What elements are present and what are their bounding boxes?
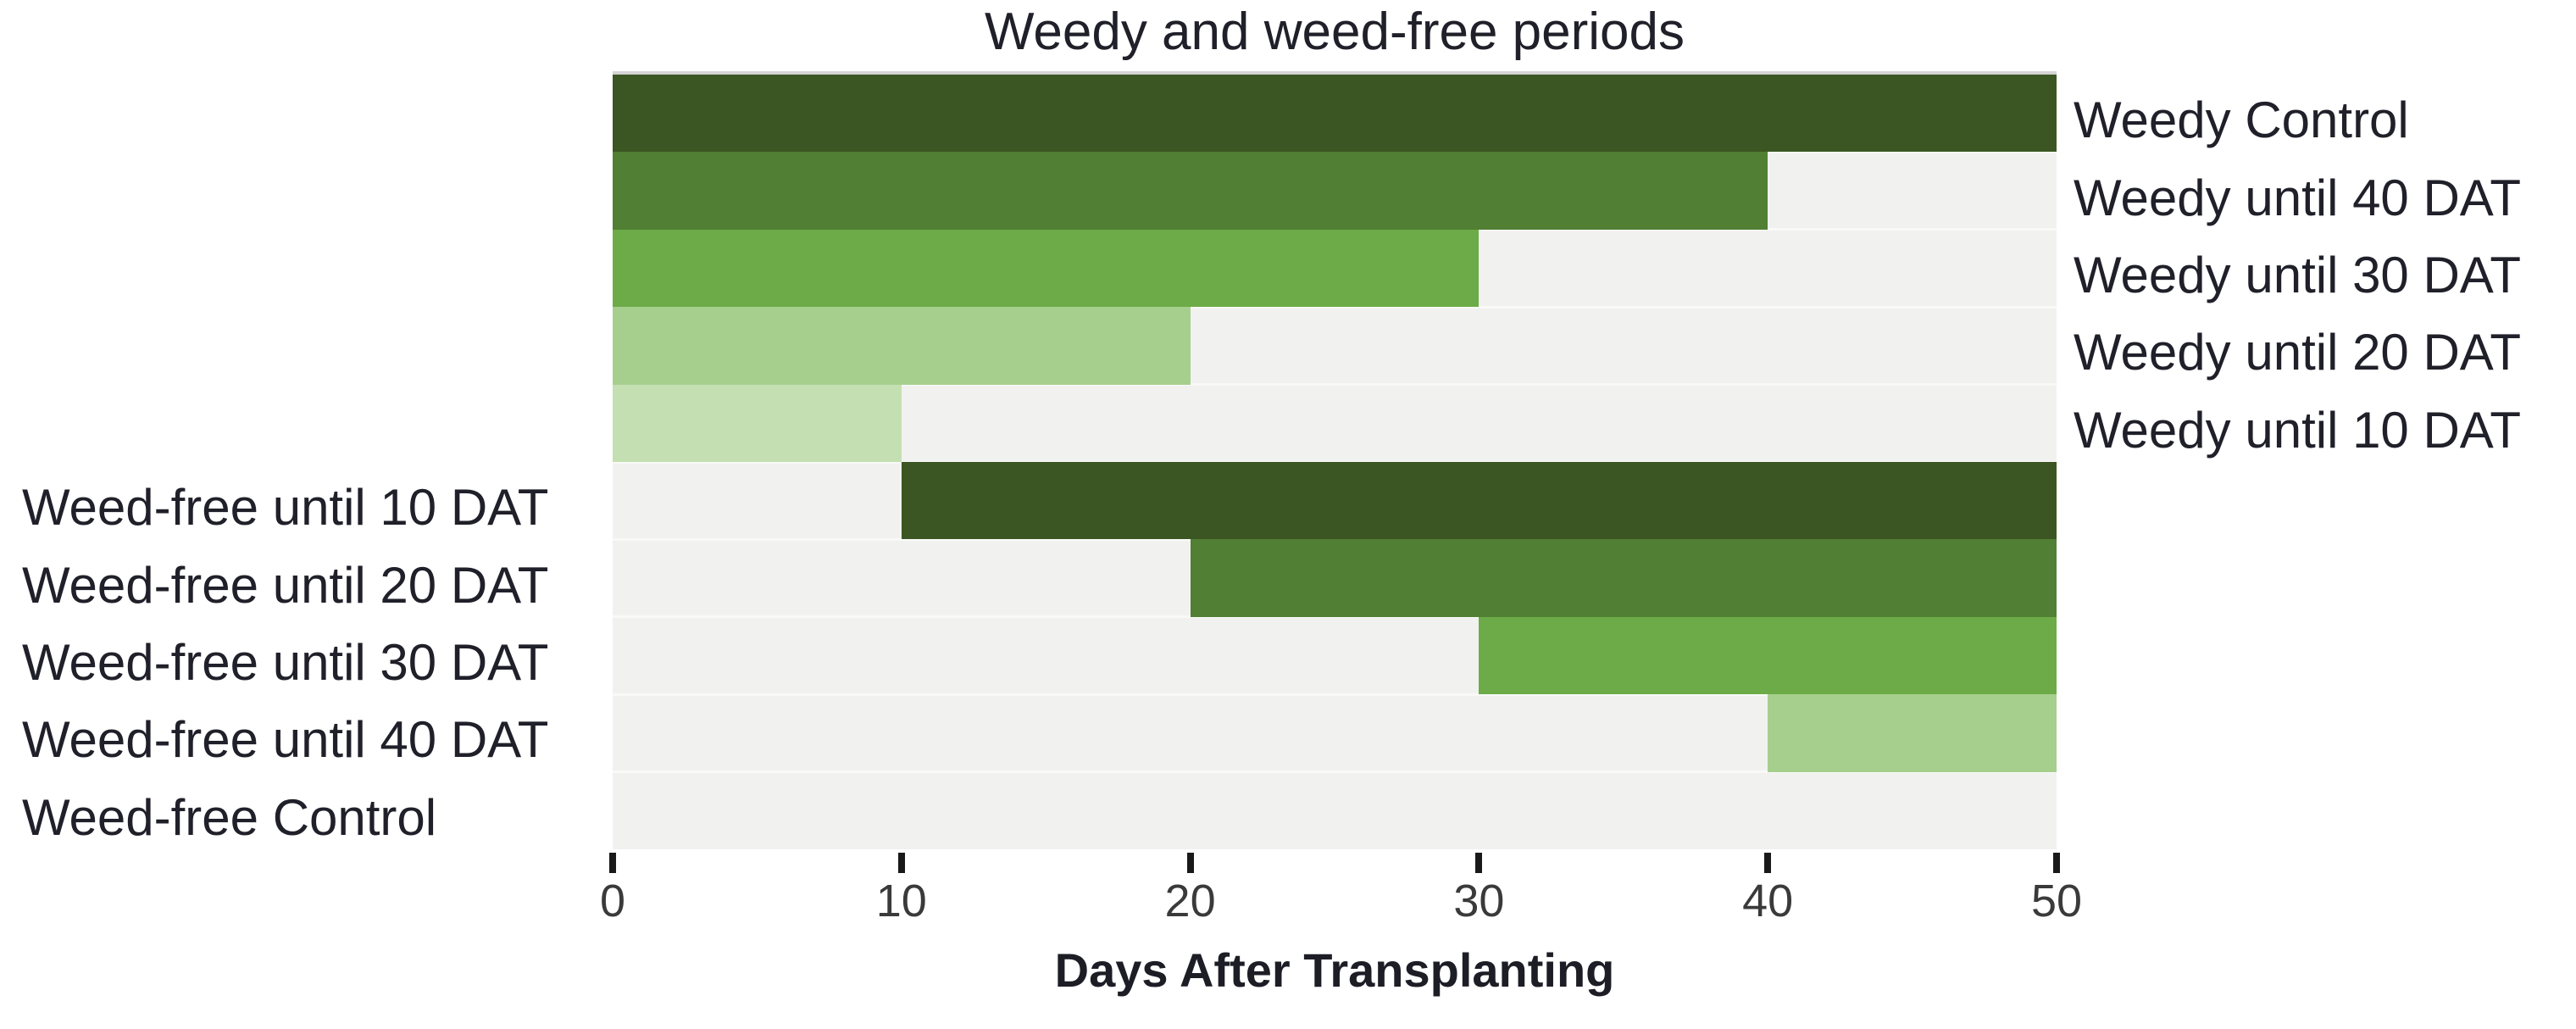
row-label-weedy-until-40-dat: Weedy until 40 DAT xyxy=(2074,169,2522,226)
row-label-weedy-until-10-dat: Weedy until 10 DAT xyxy=(2074,401,2522,459)
x-tick-20 xyxy=(1186,853,1194,873)
bar-weed-free-until-20-dat xyxy=(1190,539,2057,617)
row-label-weed-free-until-30-dat: Weed-free until 30 DAT xyxy=(22,633,549,691)
x-tick-label-10: 10 xyxy=(875,876,927,926)
bar-weedy-until-30-dat xyxy=(613,229,1480,308)
row-label-weedy-until-30-dat: Weedy until 30 DAT xyxy=(2074,246,2522,303)
x-tick-40 xyxy=(1764,853,1772,873)
x-tick-label-40: 40 xyxy=(1742,876,1794,926)
chart-title: Weedy and weed-free periods xyxy=(984,3,1685,61)
x-axis-title: Days After Transplanting xyxy=(1054,943,1615,997)
row-separator xyxy=(613,692,2057,696)
plot-top-border xyxy=(613,71,2057,75)
x-tick-0 xyxy=(609,853,616,873)
bar-weedy-until-20-dat xyxy=(613,307,1191,385)
bar-weedy-until-40-dat xyxy=(613,152,1768,230)
row-separator xyxy=(613,383,2057,387)
x-tick-label-30: 30 xyxy=(1453,876,1505,926)
row-label-weed-free-until-20-dat: Weed-free until 20 DAT xyxy=(22,556,549,614)
x-tick-10 xyxy=(897,853,905,873)
row-label-weedy-control: Weedy Control xyxy=(2074,92,2409,149)
x-tick-50 xyxy=(2053,853,2060,873)
row-separator xyxy=(613,615,2057,619)
bar-weed-free-until-10-dat xyxy=(901,462,2057,540)
x-tick-30 xyxy=(1475,853,1483,873)
bar-weedy-until-10-dat xyxy=(613,384,902,462)
row-label-weed-free-until-10-dat: Weed-free until 10 DAT xyxy=(22,479,549,537)
row-separator xyxy=(613,305,2057,309)
bar-weed-free-until-40-dat xyxy=(1768,694,2057,772)
x-tick-label-50: 50 xyxy=(2030,876,2083,926)
row-label-weed-free-until-40-dat: Weed-free until 40 DAT xyxy=(22,711,549,769)
row-label-weed-free-control: Weed-free Control xyxy=(22,788,437,846)
bar-weedy-control xyxy=(613,75,2057,153)
row-separator xyxy=(613,770,2057,774)
bar-weed-free-until-30-dat xyxy=(1479,616,2057,695)
row-label-weedy-until-20-dat: Weedy until 20 DAT xyxy=(2074,324,2522,381)
x-tick-label-20: 20 xyxy=(1164,876,1216,926)
x-tick-label-0: 0 xyxy=(599,876,626,926)
